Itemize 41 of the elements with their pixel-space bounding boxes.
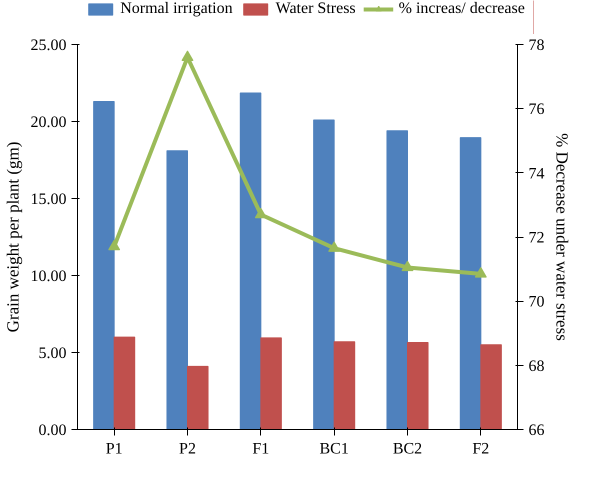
x-tick-label: F2 (472, 440, 490, 458)
bar (166, 150, 188, 430)
point (108, 240, 120, 250)
legend-label: Water Stress (276, 0, 356, 18)
y2-axis-title: % Decrease under water stress (552, 133, 572, 341)
y-tick-label: 10.00 (30, 268, 66, 285)
x-tick-label: P1 (106, 440, 123, 458)
bar (407, 342, 429, 430)
y-tick-label: 5.00 (38, 345, 66, 362)
bar (334, 341, 356, 430)
bar (480, 344, 502, 430)
y2-tick-label: 72 (528, 230, 544, 246)
y-axis-title: Grain weight per plant (gm) (4, 142, 22, 332)
bar (114, 336, 136, 430)
x-tick-label: BC2 (392, 440, 422, 458)
y-tick-label: 25.00 (30, 37, 66, 54)
y2-tick-label: 66 (528, 422, 544, 439)
point (328, 241, 340, 252)
x-tick-label: BC1 (319, 440, 349, 458)
y2-tick-label: 70 (528, 294, 544, 311)
y-tick-label: 20.00 (30, 114, 66, 131)
bar (187, 366, 209, 430)
point (182, 50, 194, 62)
legend-label: Normal irrigation (120, 0, 233, 18)
x-tick-label: F1 (252, 440, 270, 458)
y2-tick-label: 74 (528, 165, 544, 182)
y2-tick-label: 76 (528, 101, 544, 118)
x-tick-label: P2 (179, 440, 196, 458)
bar (93, 100, 115, 430)
y2-tick-label: 78 (528, 37, 544, 54)
point (402, 260, 414, 272)
y2-tick-label: 68 (528, 358, 544, 375)
bar (386, 130, 408, 430)
bar (260, 337, 282, 430)
y-tick-label: 15.00 (30, 191, 66, 208)
bar (240, 92, 262, 430)
point (474, 267, 487, 278)
bar (313, 119, 335, 430)
legend-label: % increas/ decrease (398, 0, 525, 18)
y-tick-label: 0.00 (38, 422, 66, 439)
bar (460, 137, 482, 430)
